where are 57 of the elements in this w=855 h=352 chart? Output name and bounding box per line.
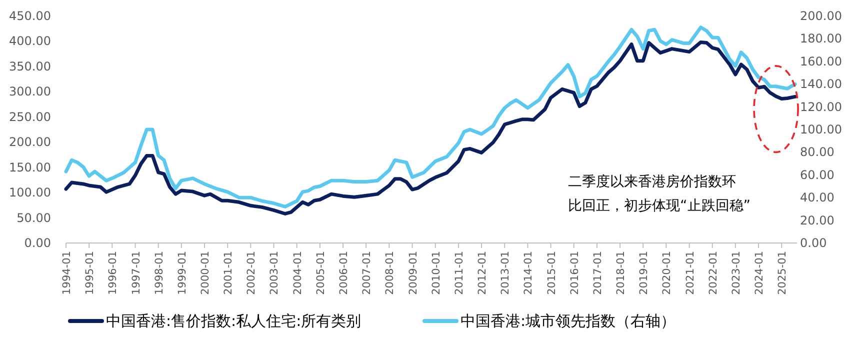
y2-tick-label: 40.00 xyxy=(800,190,834,205)
y-tick-label: 150.00 xyxy=(9,160,51,174)
x-tick-label: 1994-01 xyxy=(61,251,73,295)
y2-tick-label: 80.00 xyxy=(800,145,834,160)
x-tick-label: 1998-01 xyxy=(153,251,166,295)
x-tick-label: 2014-01 xyxy=(522,251,535,295)
x-tick-label: 2010-01 xyxy=(430,251,442,295)
y-tick-label: 300.00 xyxy=(9,84,51,99)
x-tick-label: 1996-01 xyxy=(107,251,120,295)
y-tick-label: 200.00 xyxy=(9,135,51,150)
y2-tick-label: 0.00 xyxy=(800,236,827,250)
y-tick-label: 450.00 xyxy=(9,9,51,23)
annotation: 二季度以来香港房价指数环 xyxy=(568,174,736,190)
x-tick-label: 1999-01 xyxy=(176,251,188,295)
x-tick-label: 2015-01 xyxy=(546,251,558,295)
x-tick-label: 2008-01 xyxy=(384,251,396,295)
x-tick-label: 2012-01 xyxy=(476,251,488,295)
x-tick-label: 2011-01 xyxy=(453,251,466,295)
x-tick-label: 2019-01 xyxy=(638,251,650,295)
y2-tick-label: 60.00 xyxy=(800,168,834,182)
x-tick-label: 2001-01 xyxy=(222,251,235,295)
y-tick-label: 0.00 xyxy=(24,236,51,250)
x-tick-label: 2007-01 xyxy=(361,251,374,295)
y-tick-label: 250.00 xyxy=(9,110,51,124)
y-tick-label: 350.00 xyxy=(9,59,51,74)
y-tick-label: 50.00 xyxy=(16,210,51,225)
x-tick-label: 2023-01 xyxy=(730,251,742,295)
legend-label: 中国香港:售价指数:私人住宅:所有类别 xyxy=(106,312,362,330)
x-tick-label: 1995-01 xyxy=(84,251,96,295)
y-tick-label: 400.00 xyxy=(9,34,51,48)
legend-label: 中国香港:城市领先指数（右轴） xyxy=(460,312,676,330)
x-tick-label: 2021-01 xyxy=(684,251,696,295)
x-tick-label: 2025-01 xyxy=(776,251,789,295)
x-tick-label: 2024-01 xyxy=(754,251,766,295)
x-tick-label: 2009-01 xyxy=(407,251,420,295)
y2-tick-label: 100.00 xyxy=(800,122,842,136)
y2-tick-label: 160.00 xyxy=(800,54,842,68)
y2-tick-label: 120.00 xyxy=(800,100,842,114)
y2-tick-label: 20.00 xyxy=(800,213,834,228)
x-tick-label: 2022-01 xyxy=(707,251,720,295)
x-tick-label: 2002-01 xyxy=(246,251,258,295)
y2-tick-label: 180.00 xyxy=(800,32,842,46)
x-tick-label: 2005-01 xyxy=(314,251,327,295)
x-tick-label: 2004-01 xyxy=(292,251,304,295)
x-tick-label: 2018-01 xyxy=(615,251,628,295)
x-tick-label: 2003-01 xyxy=(268,251,281,295)
x-tick-label: 2016-01 xyxy=(568,251,581,295)
x-tick-label: 2006-01 xyxy=(338,251,350,295)
x-tick-label: 2013-01 xyxy=(500,251,512,295)
x-tick-label: 2017-01 xyxy=(592,251,604,295)
x-tick-label: 1997-01 xyxy=(130,251,142,295)
y2-tick-label: 140.00 xyxy=(800,77,842,92)
annotation: 比回正，初步体现“止跌回稳” xyxy=(568,198,751,214)
x-tick-label: 2020-01 xyxy=(661,251,674,295)
y2-tick-label: 200.00 xyxy=(800,9,842,23)
y-tick-label: 100.00 xyxy=(9,186,51,200)
x-tick-label: 2000-01 xyxy=(199,251,212,295)
